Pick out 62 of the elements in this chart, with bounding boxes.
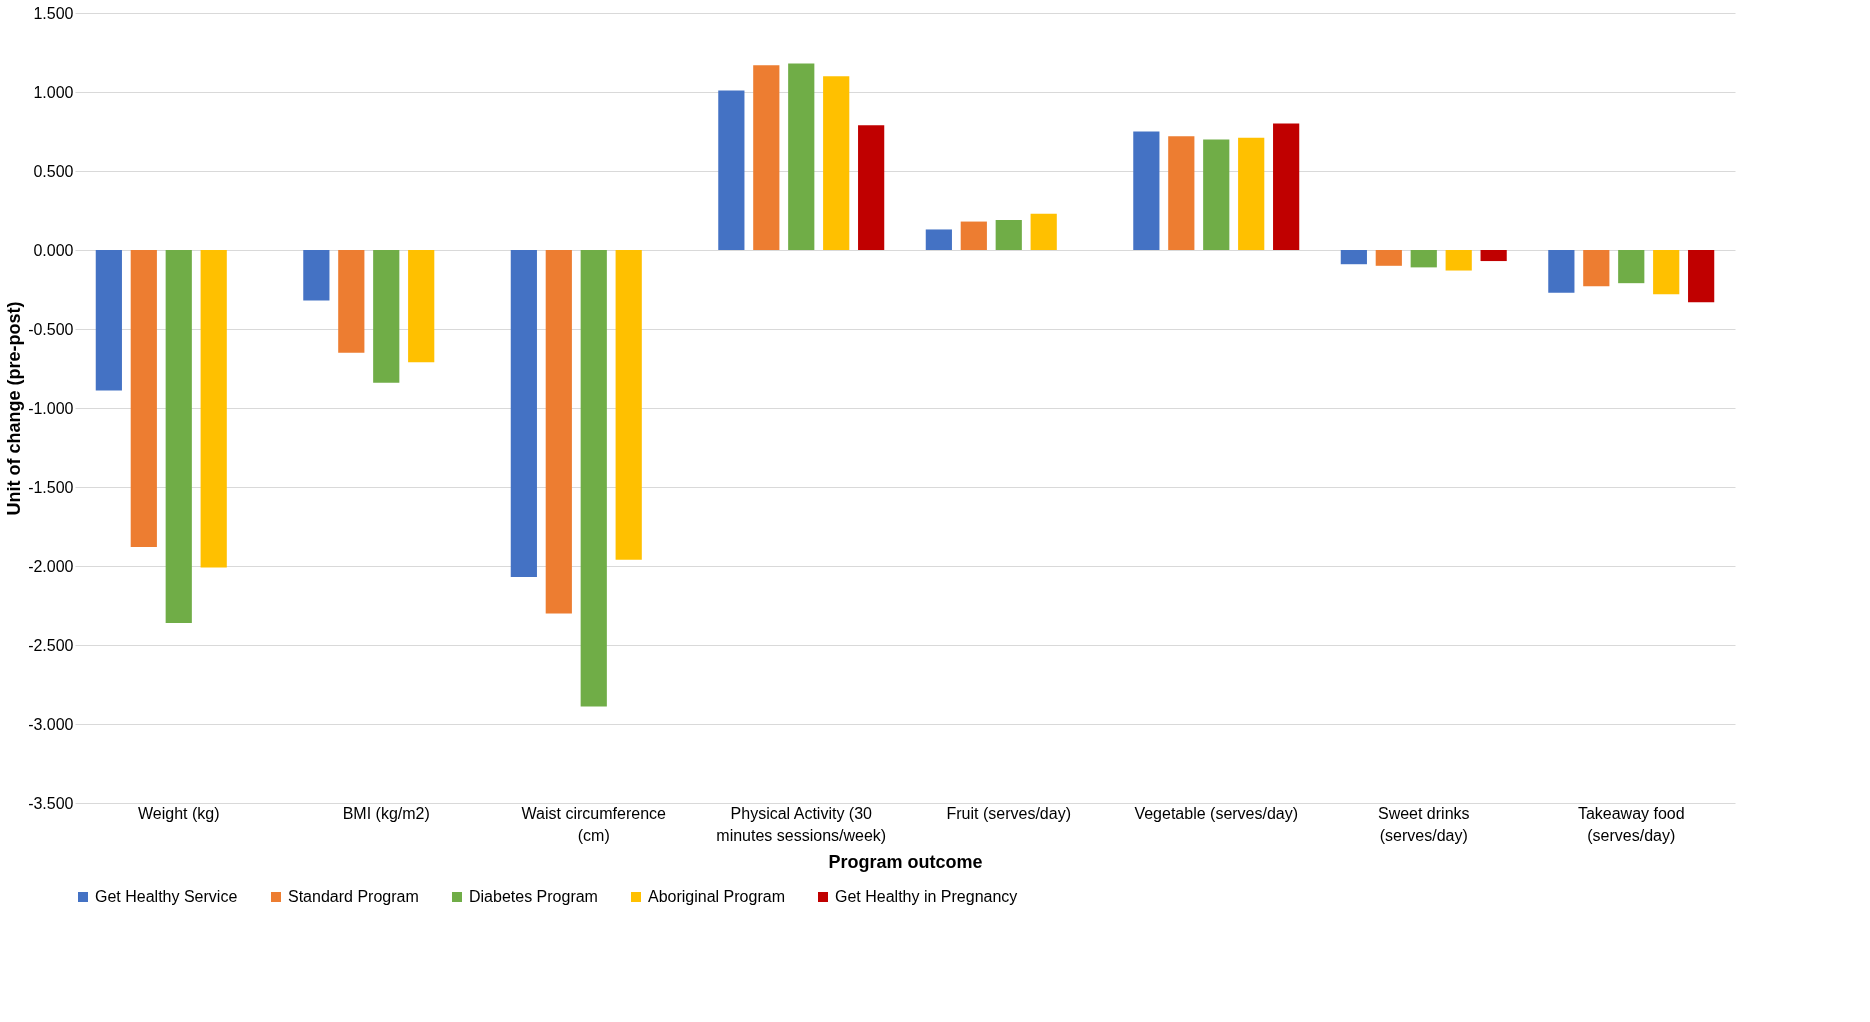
bar — [1168, 136, 1195, 250]
legend-label: Get Healthy Service — [95, 888, 238, 905]
y-tick-label: 1.000 — [33, 83, 74, 101]
x-tick-label: Sweet drinks (serves/day) — [1377, 804, 1470, 844]
y-tick-label: 0.000 — [33, 241, 74, 259]
x-tick-label: BMI (kg/m2) — [342, 804, 430, 822]
x-tick-label: Waist circumference (cm) — [521, 804, 667, 844]
bar — [338, 250, 365, 353]
bar — [925, 229, 952, 250]
bar — [858, 125, 885, 250]
legend-label: Standard Program — [288, 888, 419, 905]
y-tick-label: 0.500 — [33, 162, 74, 180]
x-tick-label: Weight (kg) — [137, 804, 220, 822]
bar — [1480, 250, 1507, 262]
x-tick-label: Vegetable (serves/day) — [1134, 804, 1299, 822]
bar — [1410, 250, 1437, 268]
bar — [995, 219, 1022, 250]
bar — [753, 65, 780, 250]
bar — [1203, 139, 1230, 250]
y-tick-label: -0.500 — [28, 320, 74, 338]
y-tick-label: -3.000 — [28, 715, 74, 733]
x-tick-label: Takeaway food (serves/day) — [1577, 804, 1685, 844]
bar — [1238, 137, 1265, 250]
bar — [1618, 250, 1645, 284]
bar — [960, 221, 987, 250]
y-tick-label: -1.000 — [28, 399, 74, 417]
bar — [1375, 250, 1402, 266]
y-tick-label: -2.000 — [28, 557, 74, 575]
bar — [1583, 250, 1610, 287]
bar — [510, 250, 537, 578]
bar — [165, 250, 192, 623]
bar — [1273, 123, 1300, 250]
bar — [1133, 131, 1160, 250]
bar — [1030, 213, 1057, 250]
bar — [1548, 250, 1575, 293]
y-tick-label: -1.500 — [28, 478, 74, 496]
y-tick-label: -3.500 — [28, 794, 74, 812]
bar — [408, 250, 435, 363]
bar — [1688, 250, 1715, 303]
y-axis-title: Unit of change (pre-post) — [4, 301, 25, 516]
bar — [718, 90, 745, 250]
x-tick-label: Physical Activity (30 minutes sessions/week) — [716, 804, 887, 844]
legend-label: Get Healthy in Pregnancy — [835, 888, 1018, 905]
bar — [200, 250, 227, 568]
x-axis-title: Program outcome — [828, 851, 983, 872]
bar — [303, 250, 330, 301]
bar — [545, 250, 572, 614]
x-tick-label: Fruit (serves/day) — [946, 804, 1071, 822]
bar — [130, 250, 157, 548]
legend-label: Diabetes Program — [469, 888, 598, 905]
bar — [1340, 250, 1367, 265]
bar — [580, 250, 607, 707]
bar — [615, 250, 642, 560]
legend-label: Aboriginal Program — [648, 888, 785, 905]
y-tick-label: -2.500 — [28, 636, 74, 654]
bar — [1653, 250, 1680, 295]
bar — [95, 250, 122, 391]
bar — [788, 63, 815, 250]
y-tick-label: 1.500 — [33, 4, 74, 22]
bar — [373, 250, 400, 383]
bar — [823, 76, 850, 250]
bar — [1445, 250, 1472, 271]
